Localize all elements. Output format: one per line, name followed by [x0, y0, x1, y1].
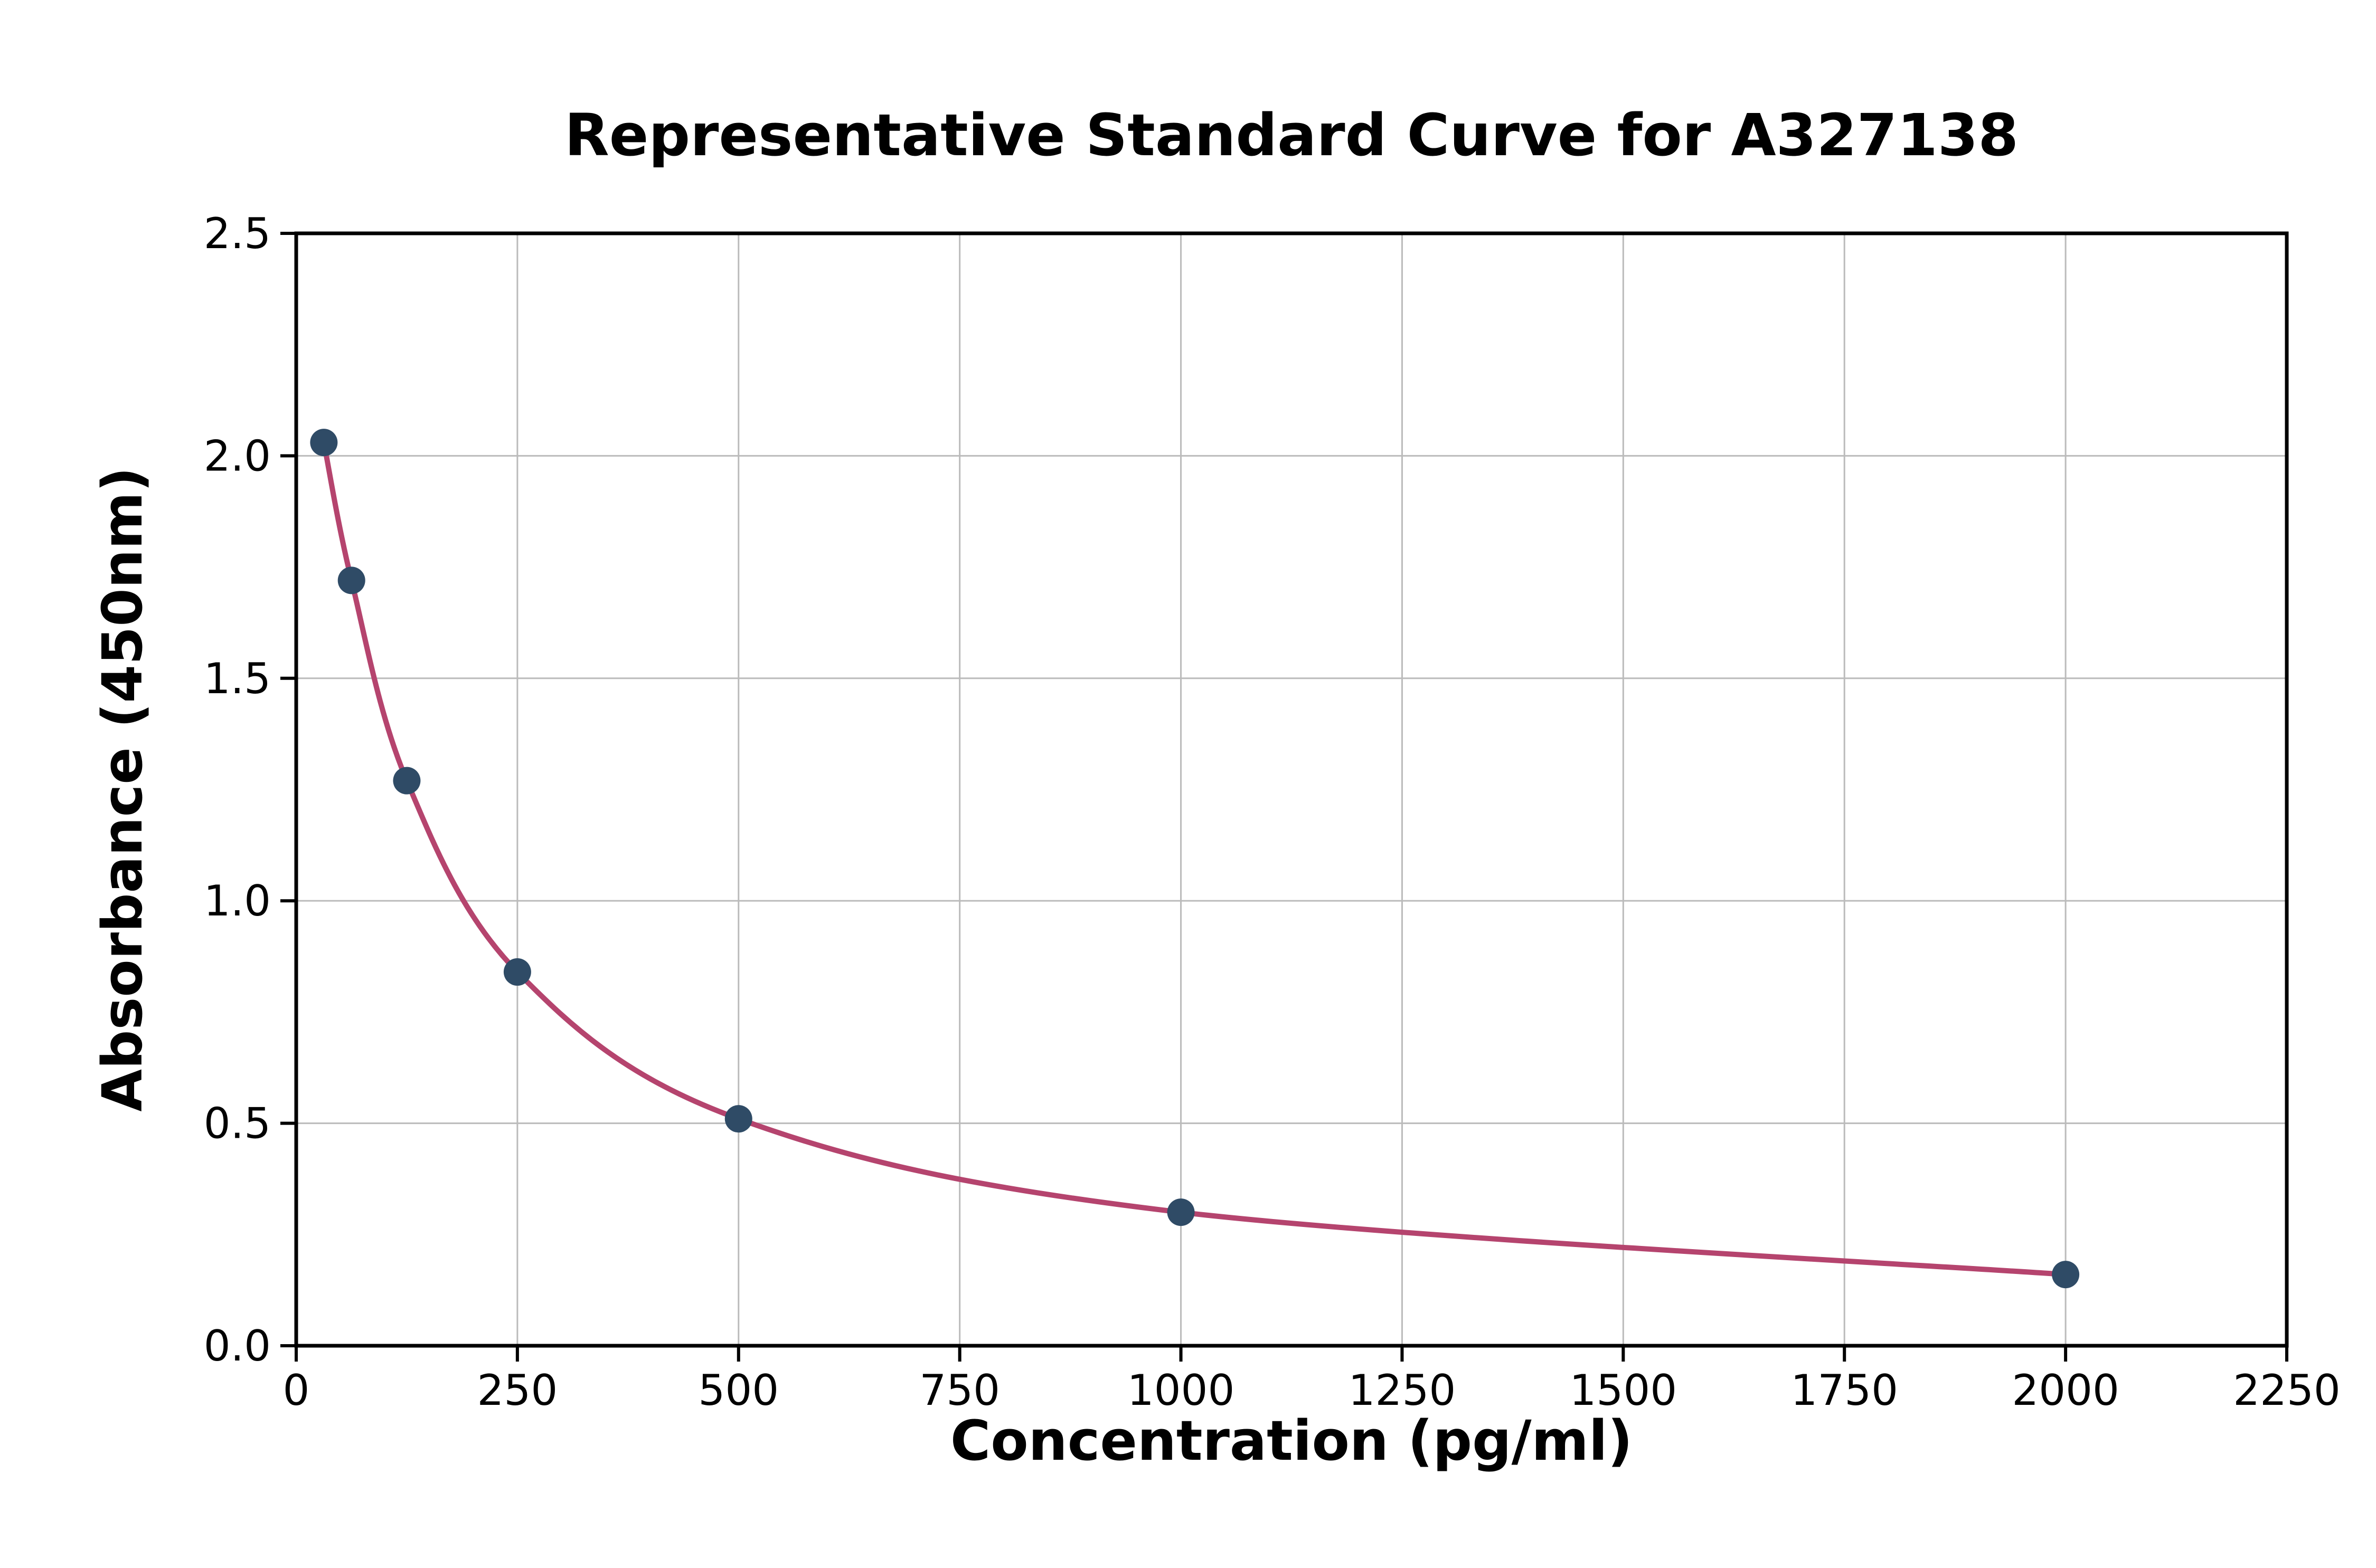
y-tick-label: 1.5 — [204, 654, 271, 703]
chart-title: Representative Standard Curve for A32713… — [564, 101, 2019, 169]
x-tick-label: 1750 — [1790, 1366, 1898, 1415]
x-tick-label: 2000 — [2012, 1366, 2119, 1415]
x-tick-label: 250 — [477, 1366, 558, 1415]
data-point — [310, 429, 338, 457]
x-tick-label: 1500 — [1570, 1366, 1677, 1415]
x-tick-label: 500 — [698, 1366, 779, 1415]
x-tick-label: 1250 — [1349, 1366, 1456, 1415]
y-tick-label: 1.0 — [204, 876, 271, 925]
x-tick-label: 1000 — [1127, 1366, 1235, 1415]
x-tick-label: 2250 — [2233, 1366, 2341, 1415]
x-tick-label: 0 — [283, 1366, 310, 1415]
y-tick-label: 2.0 — [204, 431, 271, 480]
x-axis-label: Concentration (pg/ml) — [950, 1409, 1633, 1473]
data-point — [393, 767, 421, 795]
fitted-curve — [321, 440, 2069, 1278]
data-point — [337, 566, 365, 594]
y-tick-label: 0.0 — [204, 1321, 271, 1371]
data-point — [2052, 1261, 2080, 1289]
y-tick-label: 2.5 — [204, 209, 271, 258]
data-point — [503, 958, 531, 986]
x-tick-label: 750 — [919, 1366, 1000, 1415]
data-point — [1167, 1198, 1195, 1226]
y-tick-label: 0.5 — [204, 1099, 271, 1148]
data-point — [724, 1105, 752, 1133]
plot-border — [294, 231, 2289, 1348]
